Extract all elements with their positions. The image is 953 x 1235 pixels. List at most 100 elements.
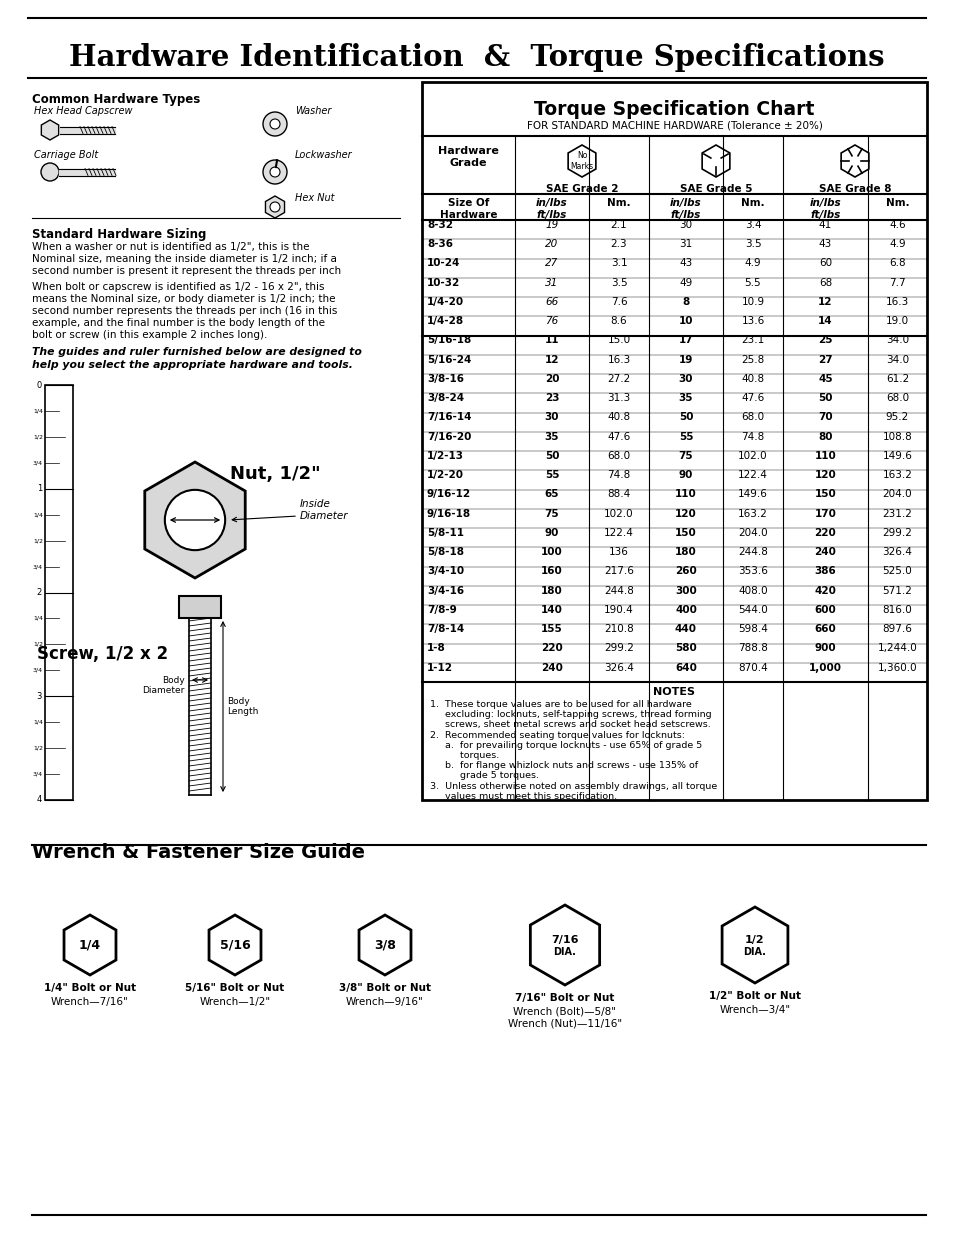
Text: 55: 55 xyxy=(678,431,693,442)
Text: 68: 68 xyxy=(818,278,831,288)
Text: When bolt or capscrew is identified as 1/2 - 16 x 2", this: When bolt or capscrew is identified as 1… xyxy=(32,282,324,291)
Text: DIA.: DIA. xyxy=(742,947,765,957)
Text: 160: 160 xyxy=(540,567,562,577)
Text: torques.: torques. xyxy=(430,751,498,760)
Text: Wrench—3/4": Wrench—3/4" xyxy=(719,1005,790,1015)
Text: 299.2: 299.2 xyxy=(882,527,911,537)
Text: 43: 43 xyxy=(679,258,692,268)
Text: 571.2: 571.2 xyxy=(882,585,911,595)
Text: 20: 20 xyxy=(545,240,558,249)
Bar xyxy=(179,597,221,618)
Text: 102.0: 102.0 xyxy=(603,509,633,519)
Text: 660: 660 xyxy=(814,624,836,634)
Text: 7/16-20: 7/16-20 xyxy=(427,431,471,442)
Text: 598.4: 598.4 xyxy=(738,624,767,634)
Text: 897.6: 897.6 xyxy=(882,624,911,634)
Text: 150: 150 xyxy=(814,489,836,499)
Text: 136: 136 xyxy=(608,547,628,557)
Text: 1/4-20: 1/4-20 xyxy=(427,296,464,306)
Text: 47.6: 47.6 xyxy=(740,393,763,403)
Text: 170: 170 xyxy=(814,509,836,519)
Text: 3.  Unless otherwise noted on assembly drawings, all torque: 3. Unless otherwise noted on assembly dr… xyxy=(430,782,717,790)
Text: Nut, 1/2": Nut, 1/2" xyxy=(230,466,320,483)
Text: in/lbs
ft/lbs: in/lbs ft/lbs xyxy=(670,198,701,220)
Text: 3/4: 3/4 xyxy=(32,564,43,569)
Text: 180: 180 xyxy=(675,547,696,557)
Text: 163.2: 163.2 xyxy=(882,471,911,480)
Text: Size Of
Hardware: Size Of Hardware xyxy=(439,198,497,220)
Text: 3/8-24: 3/8-24 xyxy=(427,393,464,403)
Text: 3/4-16: 3/4-16 xyxy=(427,585,464,595)
Text: 19: 19 xyxy=(545,220,558,230)
Text: When a washer or nut is identified as 1/2", this is the: When a washer or nut is identified as 1/… xyxy=(32,242,309,252)
Text: 27.2: 27.2 xyxy=(607,374,630,384)
Text: NOTES: NOTES xyxy=(653,687,695,697)
Text: 1-12: 1-12 xyxy=(427,662,453,673)
Text: b.  for flange whizlock nuts and screws - use 135% of: b. for flange whizlock nuts and screws -… xyxy=(430,761,698,771)
Text: Washer: Washer xyxy=(294,106,331,116)
Text: 1,000: 1,000 xyxy=(808,662,841,673)
Text: 11: 11 xyxy=(544,336,558,346)
Text: Lockwasher: Lockwasher xyxy=(294,149,353,161)
Text: 3/8-16: 3/8-16 xyxy=(427,374,463,384)
Text: 7.6: 7.6 xyxy=(610,296,627,306)
Text: 900: 900 xyxy=(814,643,836,653)
Text: 13.6: 13.6 xyxy=(740,316,763,326)
Text: Wrench & Fastener Size Guide: Wrench & Fastener Size Guide xyxy=(32,844,365,862)
Text: 9/16-18: 9/16-18 xyxy=(427,509,471,519)
Text: 90: 90 xyxy=(544,527,558,537)
Text: 45: 45 xyxy=(818,374,832,384)
Text: 12: 12 xyxy=(818,296,832,306)
Text: 440: 440 xyxy=(675,624,697,634)
Text: 4.9: 4.9 xyxy=(744,258,760,268)
Text: 3.5: 3.5 xyxy=(744,240,760,249)
Text: 1/2-13: 1/2-13 xyxy=(427,451,463,461)
Text: 3: 3 xyxy=(36,692,42,700)
Text: 788.8: 788.8 xyxy=(738,643,767,653)
Text: 17: 17 xyxy=(678,336,693,346)
Text: 122.4: 122.4 xyxy=(738,471,767,480)
Text: 1/2: 1/2 xyxy=(744,935,764,945)
Text: 3/8" Bolt or Nut: 3/8" Bolt or Nut xyxy=(338,983,431,993)
Text: 1/2: 1/2 xyxy=(33,746,43,751)
Text: 8.6: 8.6 xyxy=(610,316,627,326)
Text: Hardware
Grade: Hardware Grade xyxy=(437,146,498,168)
Text: 408.0: 408.0 xyxy=(738,585,767,595)
Text: 1: 1 xyxy=(37,484,42,493)
Text: 299.2: 299.2 xyxy=(603,643,634,653)
Text: 1,244.0: 1,244.0 xyxy=(877,643,917,653)
Text: 50: 50 xyxy=(544,451,558,461)
Text: 1/2: 1/2 xyxy=(33,435,43,440)
Text: Common Hardware Types: Common Hardware Types xyxy=(32,93,200,106)
Polygon shape xyxy=(145,462,245,578)
Text: DIA.: DIA. xyxy=(553,947,576,957)
Text: 7/8-9: 7/8-9 xyxy=(427,605,456,615)
Text: 210.8: 210.8 xyxy=(603,624,633,634)
Text: second number represents the threads per inch (16 in this: second number represents the threads per… xyxy=(32,306,337,316)
Text: 15.0: 15.0 xyxy=(607,336,630,346)
Text: 3/4: 3/4 xyxy=(32,772,43,777)
Text: 50: 50 xyxy=(818,393,832,403)
Text: 74.8: 74.8 xyxy=(740,431,763,442)
Text: 150: 150 xyxy=(675,527,696,537)
Text: Wrench—1/2": Wrench—1/2" xyxy=(199,997,271,1007)
Text: 70: 70 xyxy=(818,412,832,422)
Text: 31: 31 xyxy=(545,278,558,288)
Text: 8: 8 xyxy=(681,296,689,306)
Circle shape xyxy=(165,490,225,550)
Text: 102.0: 102.0 xyxy=(738,451,767,461)
Text: 3.5: 3.5 xyxy=(610,278,627,288)
Text: 9/16-12: 9/16-12 xyxy=(427,489,471,499)
Text: 25.8: 25.8 xyxy=(740,354,763,364)
Text: 5/8-11: 5/8-11 xyxy=(427,527,463,537)
Text: 8-32: 8-32 xyxy=(427,220,453,230)
Text: Wrench—9/16": Wrench—9/16" xyxy=(346,997,423,1007)
Text: 1/2-20: 1/2-20 xyxy=(427,471,463,480)
Text: 120: 120 xyxy=(814,471,836,480)
Text: 47.6: 47.6 xyxy=(607,431,630,442)
Text: 4.6: 4.6 xyxy=(888,220,904,230)
Polygon shape xyxy=(41,120,58,140)
Text: 4.9: 4.9 xyxy=(888,240,904,249)
Text: Hex Head Capscrew: Hex Head Capscrew xyxy=(34,106,132,116)
Text: 1-8: 1-8 xyxy=(427,643,445,653)
